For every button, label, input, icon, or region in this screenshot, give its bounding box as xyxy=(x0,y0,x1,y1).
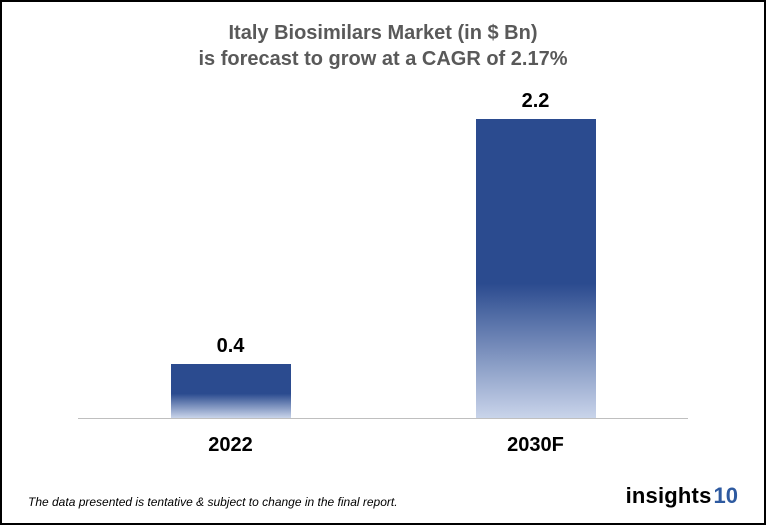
x-axis-labels: 2022 2030F xyxy=(78,434,688,457)
bar-fill xyxy=(476,119,596,418)
footer: The data presented is tentative & subjec… xyxy=(28,483,738,509)
bar-2022: 0.4 xyxy=(171,364,291,418)
chart-card: Italy Biosimilars Market (in $ Bn) is fo… xyxy=(0,0,766,525)
brand-text-2: 10 xyxy=(714,483,738,509)
bar-2030f: 2.2 xyxy=(476,119,596,418)
bar-slot: 2.2 xyxy=(383,92,688,418)
bar-slot: 0.4 xyxy=(78,92,383,418)
bar-value-label: 0.4 xyxy=(171,335,291,364)
brand-text-1: insights xyxy=(626,483,712,509)
title-line-2: is forecast to grow at a CAGR of 2.17% xyxy=(28,46,738,72)
chart-area: 0.4 2.2 2022 2030F xyxy=(28,82,738,479)
x-label: 2030F xyxy=(383,434,688,457)
title-line-1: Italy Biosimilars Market (in $ Bn) xyxy=(28,20,738,46)
plot-region: 0.4 2.2 xyxy=(78,92,688,419)
brand-logo: insights 10 xyxy=(626,483,738,509)
bar-fill xyxy=(171,364,291,418)
bar-value-label: 2.2 xyxy=(476,90,596,119)
bars-container: 0.4 2.2 xyxy=(78,92,688,418)
x-label: 2022 xyxy=(78,434,383,457)
footnote: The data presented is tentative & subjec… xyxy=(28,495,398,509)
chart-title: Italy Biosimilars Market (in $ Bn) is fo… xyxy=(28,20,738,72)
